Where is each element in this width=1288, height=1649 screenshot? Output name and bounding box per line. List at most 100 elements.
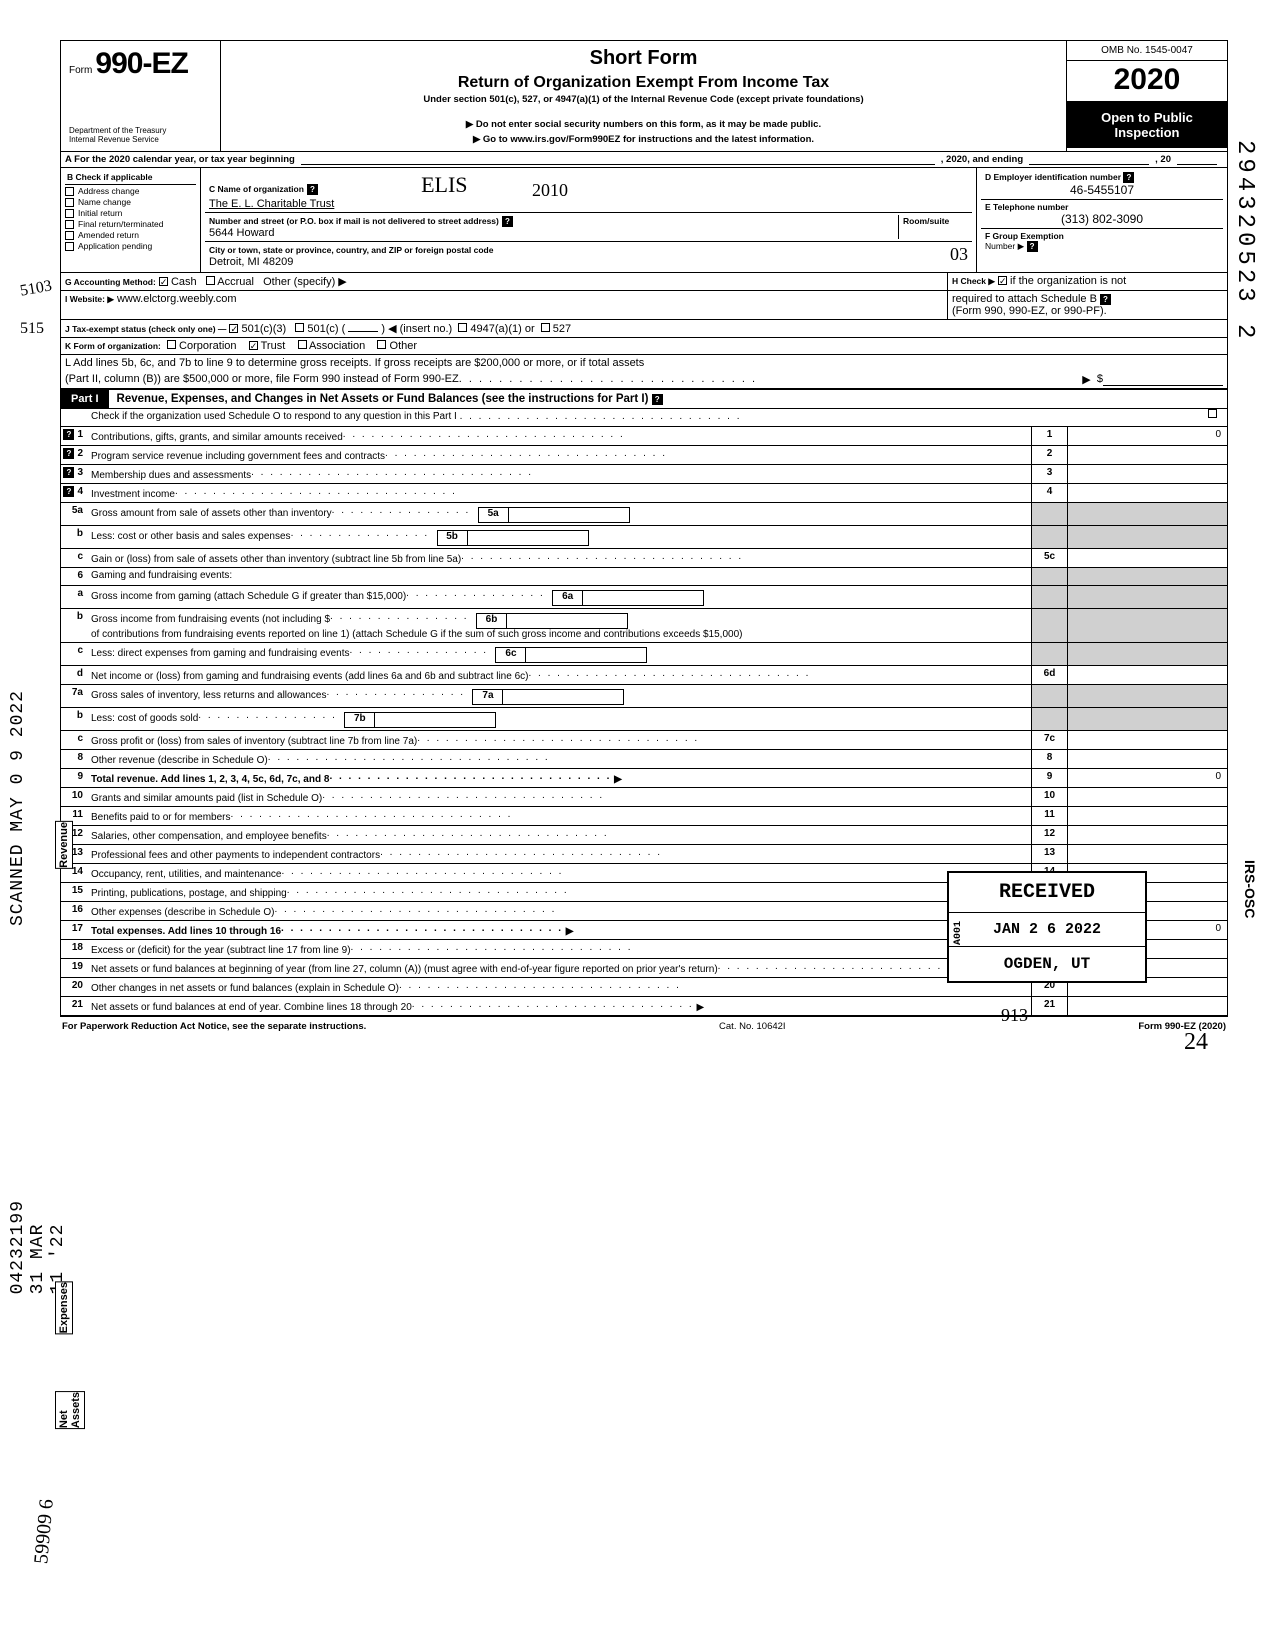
help-icon[interactable]: ? (63, 448, 74, 459)
section-def: D Employer identification number ? 46-54… (977, 168, 1227, 272)
irs-osc-label: IRS-OSC (1242, 860, 1258, 918)
form-ref: Form 990-EZ (2020) (1138, 1021, 1226, 1032)
city-value: Detroit, MI 48209 (209, 256, 293, 268)
line-l5a: 5aGross amount from sale of assets other… (61, 503, 1227, 526)
line-l6d: dNet income or (loss) from gaming and fu… (61, 666, 1227, 685)
scanned-stamp: SCANNED MAY 0 9 2022 (8, 690, 28, 926)
line-a-end: , 20 (1155, 154, 1171, 165)
chk-amended[interactable] (65, 231, 74, 240)
omb-number: OMB No. 1545-0047 (1067, 41, 1227, 61)
chk-schedule-b[interactable] (998, 276, 1007, 285)
part1-header: Part I Revenue, Expenses, and Changes in… (61, 389, 1227, 409)
ein-label: D Employer identification number (985, 172, 1121, 182)
phone-value: (313) 802-3090 (985, 212, 1219, 226)
tax-exempt-label: J Tax-exempt status (check only one) — (65, 324, 226, 334)
form-number: 990-EZ (95, 47, 187, 80)
row-gh: G Accounting Method: Cash Accrual Other … (61, 273, 1227, 291)
identity-block: B Check if applicable Address change Nam… (61, 168, 1227, 273)
other-specify: Other (specify) ▶ (263, 276, 347, 288)
chk-assoc[interactable] (298, 340, 307, 349)
right-header-cell: OMB No. 1545-0047 2020 Open to Public In… (1067, 41, 1227, 151)
help-icon[interactable]: ? (63, 467, 74, 478)
chk-accrual[interactable] (206, 276, 215, 285)
chk-name[interactable] (65, 198, 74, 207)
chk-initial[interactable] (65, 209, 74, 218)
line-l7b: bLess: cost of goods sold7b (61, 708, 1227, 731)
help-icon[interactable]: ? (1123, 172, 1134, 183)
form-number-cell: Form 990-EZ Department of the Treasury I… (61, 41, 221, 151)
received-loc: OGDEN, UT (949, 947, 1145, 981)
line-l7c: cGross profit or (loss) from sales of in… (61, 731, 1227, 750)
received-text: RECEIVED (949, 873, 1145, 913)
netassets-side-label: Net Assets (55, 1391, 85, 1429)
form-prefix: Form (69, 65, 92, 76)
line-l11: 11Benefits paid to or for members11 (61, 807, 1227, 826)
line-l6b: bGross income from fundraising events (n… (61, 609, 1227, 643)
received-date: JAN 2 6 2022 (993, 921, 1101, 938)
org-name: The E. L. Charitable Trust (209, 198, 334, 210)
name-label: C Name of organization (209, 184, 304, 194)
line-l8: 8Other revenue (describe in Schedule O)8 (61, 750, 1227, 769)
ein-value: 46-5455107 (985, 183, 1219, 197)
handwriting-5103: 5103 (19, 277, 54, 300)
street-value: 5644 Howard (209, 227, 274, 239)
website-label: I Website: ▶ (65, 294, 114, 304)
under-section: Under section 501(c), 527, or 4947(a)(1)… (231, 94, 1056, 105)
tax-year: 2020 (1067, 61, 1227, 102)
chk-corp[interactable] (167, 340, 176, 349)
handwriting-515: 515 (20, 320, 44, 338)
chk-501c3[interactable] (229, 324, 238, 333)
line-l-1: L Add lines 5b, 6c, and 7b to line 9 to … (61, 355, 1227, 371)
section-b: B Check if applicable Address change Nam… (61, 168, 201, 272)
revenue-side-label: Revenue (55, 821, 73, 869)
form-990ez: Form 990-EZ Department of the Treasury I… (60, 40, 1228, 1017)
chk-527[interactable] (541, 323, 550, 332)
line-l6a: aGross income from gaming (attach Schedu… (61, 586, 1227, 609)
help-icon[interactable]: ? (652, 394, 663, 405)
chk-other-org[interactable] (377, 340, 386, 349)
city-label: City or town, state or province, country… (209, 245, 493, 255)
acct-method-label: G Accounting Method: (65, 277, 156, 287)
chk-cash[interactable] (159, 277, 168, 286)
chk-501c[interactable] (295, 323, 304, 332)
line-l6c: cLess: direct expenses from gaming and f… (61, 643, 1227, 666)
short-form-title: Short Form (231, 47, 1056, 70)
chk-4947[interactable] (458, 323, 467, 332)
phone-label: E Telephone number (985, 202, 1068, 212)
website-value: www.elctorg.weebly.com (117, 293, 237, 305)
chk-address[interactable] (65, 187, 74, 196)
title-cell: Short Form Return of Organization Exempt… (221, 41, 1067, 151)
line-a-mid: , 2020, and ending (941, 154, 1023, 165)
handwriting-59909: 59909 6 (30, 1498, 59, 1565)
chk-schedule-o[interactable] (1208, 409, 1217, 418)
chk-trust[interactable] (249, 341, 258, 350)
received-stamp: RECEIVED A001 JAN 2 6 2022 OGDEN, UT (947, 871, 1147, 983)
form-org-label: K Form of organization: (65, 341, 161, 351)
header-row: Form 990-EZ Department of the Treasury I… (61, 41, 1227, 152)
footer: For Paperwork Reduction Act Notice, see … (60, 1017, 1228, 1036)
line-l4: ?4Investment income4 (61, 484, 1227, 503)
paperwork-notice: For Paperwork Reduction Act Notice, see … (62, 1021, 366, 1032)
line-l21: 21Net assets or fund balances at end of … (61, 997, 1227, 1016)
hand-name: ELIS (421, 172, 467, 197)
line-l6: 6Gaming and fundraising events: (61, 568, 1227, 586)
chk-pending[interactable] (65, 242, 74, 251)
help-icon[interactable]: ? (1100, 294, 1111, 305)
chk-final[interactable] (65, 220, 74, 229)
row-k: K Form of organization: Corporation Trus… (61, 338, 1227, 355)
group-ex-number: Number ▶ (985, 241, 1024, 251)
section-c: C Name of organization ? ELIS The E. L. … (201, 168, 977, 272)
help-icon[interactable]: ? (63, 486, 74, 497)
expenses-side-label: Expenses (55, 1281, 73, 1334)
line-l3: ?3Membership dues and assessments3 (61, 465, 1227, 484)
help-icon[interactable]: ? (502, 216, 513, 227)
sec-h-label: H Check ▶ (952, 276, 995, 286)
help-icon[interactable]: ? (307, 184, 318, 195)
line-l5b: bLess: cost or other basis and sales exp… (61, 526, 1227, 549)
line-l1: ?1Contributions, gifts, grants, and simi… (61, 427, 1227, 446)
help-icon[interactable]: ? (1027, 241, 1038, 252)
handwriting-24: 24 (1184, 1029, 1208, 1056)
hand-zip: 03 (950, 244, 968, 265)
help-icon[interactable]: ? (63, 429, 74, 440)
open-to-public: Open to Public Inspection (1067, 102, 1227, 148)
